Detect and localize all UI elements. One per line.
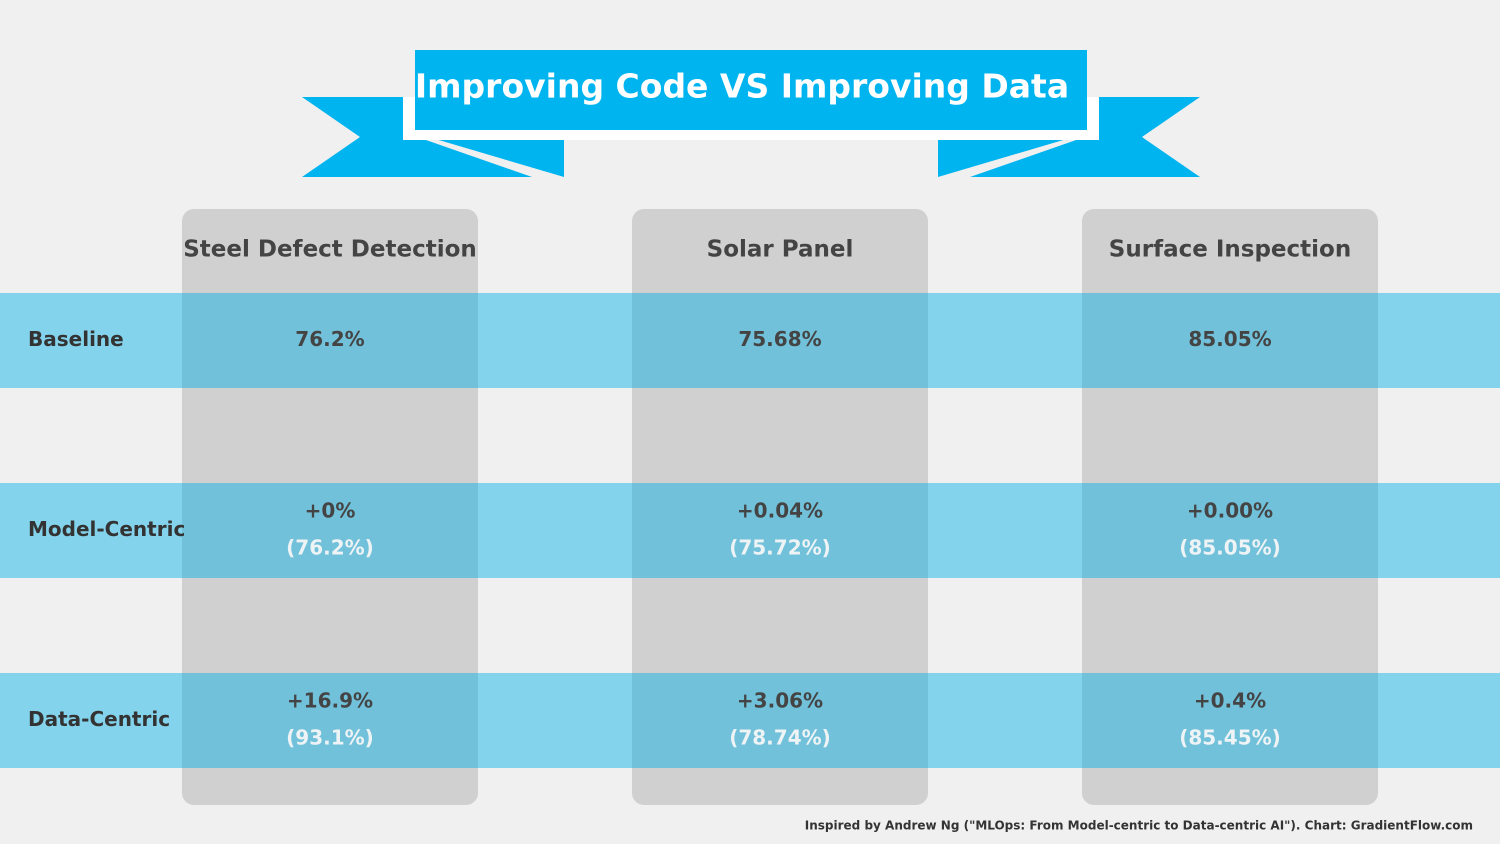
row-band — [0, 483, 1500, 578]
cell-subvalue: (85.45%) — [1179, 726, 1281, 750]
row-label: Data-Centric — [28, 707, 170, 731]
cell-subvalue: (78.74%) — [729, 726, 831, 750]
title: Improving Code VS Improving Data — [415, 67, 1069, 106]
rows: Baseline 76.2% 75.68% 85.05% Model-Centric +0… — [0, 293, 1500, 768]
cell-value: 75.68% — [738, 327, 821, 351]
columns: Steel Defect Detection Solar Panel Surface… — [182, 209, 1378, 805]
ribbon-fold — [432, 138, 564, 177]
cell-value: +0.04% — [737, 499, 823, 523]
column-panel — [632, 209, 928, 805]
cell-value: +16.9% — [287, 689, 373, 713]
column-panel — [182, 209, 478, 805]
cell-value: +0% — [305, 499, 356, 523]
row-band — [0, 673, 1500, 768]
cell-subvalue: (75.72%) — [729, 536, 831, 560]
footer: Inspired by Andrew Ng ("MLOps: From Mode… — [805, 819, 1473, 833]
ribbon-main — [415, 50, 1087, 130]
row-label: Baseline — [28, 327, 124, 351]
row-band — [0, 293, 1500, 388]
row-label: Model-Centric — [28, 517, 185, 541]
column-header: Surface Inspection — [1109, 237, 1351, 263]
cell-subvalue: (85.05%) — [1179, 536, 1281, 560]
column-header: Solar Panel — [707, 237, 854, 263]
ribbon-fold — [938, 138, 1070, 177]
column-panel — [1082, 209, 1378, 805]
cell-value: 76.2% — [295, 327, 364, 351]
column-header: Steel Defect Detection — [183, 237, 477, 263]
cell-subvalue: (76.2%) — [286, 536, 374, 560]
cell-value: 85.05% — [1188, 327, 1271, 351]
cell-value: +3.06% — [737, 689, 823, 713]
cell-value: +0.4% — [1194, 689, 1266, 713]
cell-subvalue: (93.1%) — [286, 726, 374, 750]
cell-value: +0.00% — [1187, 499, 1273, 523]
